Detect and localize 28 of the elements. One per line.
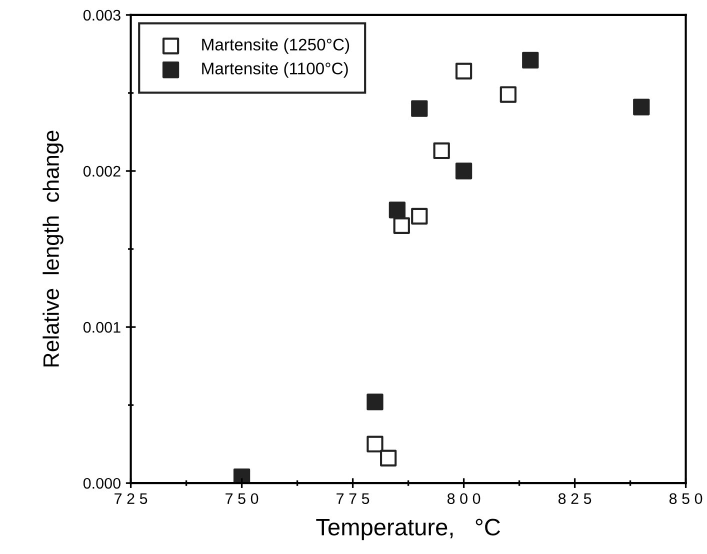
point (366, 394, 384, 410)
legend-label: Martensite (1100°C) (202, 62, 348, 78)
point (455, 62, 472, 80)
point (233, 468, 250, 484)
x-axis-title: Temperature, °C (316, 518, 500, 540)
x-tick-label: 8 0 0 (447, 493, 480, 504)
point (633, 98, 650, 116)
y-axis-title: Relative length change (42, 130, 64, 366)
point (522, 52, 539, 69)
x-tick-label: 7 5 0 (226, 493, 258, 504)
x-tick-label: 7 7 5 (336, 493, 370, 504)
point (380, 450, 397, 466)
y-tick-label: 0.001 (83, 322, 120, 333)
y-tick-label: 0.000 (83, 478, 120, 489)
point (411, 208, 428, 225)
point (455, 162, 472, 180)
x-tick-label: 7 2 5 (114, 493, 148, 504)
y-tick-label: 0.002 (83, 166, 120, 177)
point (366, 436, 384, 452)
point (388, 202, 406, 218)
point (393, 217, 410, 234)
x-tick-label: 8 5 0 (669, 493, 702, 504)
x-tick-label: 8 2 5 (558, 493, 592, 504)
legend-label: Martensite (1250°C) (202, 38, 350, 54)
y-tick-label: 0.003 (83, 10, 120, 21)
point (500, 86, 517, 103)
point (411, 100, 428, 117)
point (433, 142, 450, 160)
